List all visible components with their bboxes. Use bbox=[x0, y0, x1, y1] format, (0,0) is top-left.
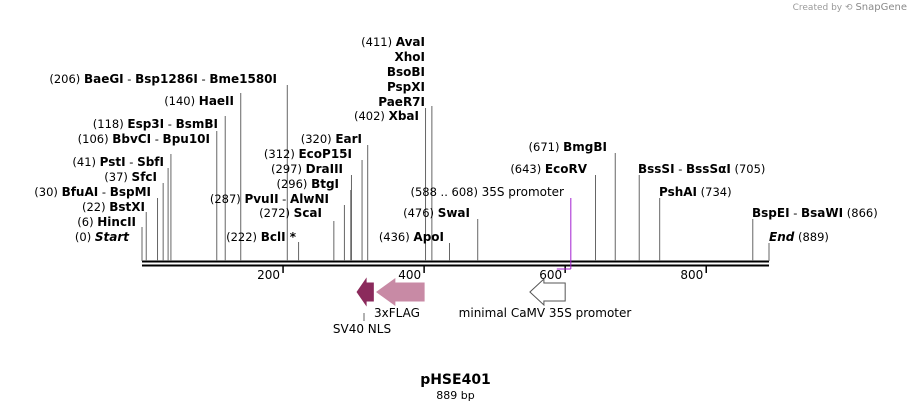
enzyme-label-bmgbi: (671) BmgBI bbox=[529, 140, 607, 154]
promoter-label: (588 .. 608) 35S promoter bbox=[410, 185, 564, 199]
enzyme-label-baegi: (206) BaeGI - Bsp1286I - Bme1580I bbox=[49, 72, 277, 86]
enzyme-label-aval-1: XhoI bbox=[394, 50, 425, 64]
enzyme-label-sfci: (37) SfcI bbox=[104, 170, 157, 184]
enzyme-label-haeii: (140) HaeII bbox=[164, 94, 234, 108]
enzyme-label-bfuai: (30) BfuAI - BspMI bbox=[34, 185, 151, 199]
enzyme-label-pshai: PshAI (734) bbox=[659, 185, 732, 199]
enzyme-label-btgi: (296) BtgI bbox=[276, 177, 339, 191]
feature-arrow-flag bbox=[376, 278, 425, 306]
enzyme-label-ecorv: (643) EcoRV bbox=[510, 162, 587, 176]
enzyme-label-start: (0) Start bbox=[75, 230, 130, 244]
watermark-brand: SnapGene bbox=[855, 2, 907, 13]
feature-arrow-camv bbox=[529, 277, 566, 307]
enzyme-label-bcli: (222) BclI * bbox=[226, 230, 297, 244]
enzyme-label-swai: (476) SwaI bbox=[403, 206, 470, 220]
axis-tick-label: 600 bbox=[539, 268, 562, 282]
enzyme-label-bspei: BspEI - BsaWI (866) bbox=[752, 206, 878, 220]
enzyme-label-scai: (272) ScaI bbox=[259, 206, 322, 220]
axis-tick-label: 800 bbox=[680, 268, 703, 282]
enzyme-label-aval-3: PspXI bbox=[387, 80, 425, 94]
feature-label-sv40: SV40 NLS bbox=[333, 322, 391, 336]
enzyme-label-psti: (41) PstI - SbfI bbox=[72, 155, 164, 169]
enzyme-label-bbvci: (106) BbvCI - Bpu10I bbox=[78, 132, 210, 146]
enzyme-label-aval-0: (411) AvaI bbox=[361, 35, 425, 49]
enzyme-label-draiii: (297) DraIII bbox=[271, 162, 343, 176]
feature-label-flag: 3xFLAG bbox=[374, 306, 420, 320]
enzyme-label-xbai: (402) XbaI bbox=[354, 109, 419, 123]
watermark: Created by ⟲ SnapGene bbox=[793, 2, 907, 13]
enzyme-label-aval-2: BsoBI bbox=[387, 65, 425, 79]
feature-label-camv: minimal CaMV 35S promoter bbox=[459, 306, 632, 320]
enzyme-label-eari: (320) EarI bbox=[301, 132, 362, 146]
enzyme-label-bstxi: (22) BstXI bbox=[82, 200, 145, 214]
axis-tick-label: 400 bbox=[398, 268, 421, 282]
enzyme-label-ecop15i: (312) EcoP15I bbox=[264, 147, 352, 161]
enzyme-label-bsssi: BssSI - BssSαI (705) bbox=[638, 162, 765, 176]
snapgene-logo-icon: ⟲ bbox=[845, 3, 853, 13]
feature-arrow-sv40 bbox=[356, 277, 374, 307]
enzyme-label-apoi: (436) ApoI bbox=[379, 230, 444, 244]
enzyme-label-end: End (889) bbox=[769, 230, 829, 244]
enzyme-label-hincii: (6) HincII bbox=[77, 215, 136, 229]
plasmid-length: 889 bp bbox=[436, 389, 475, 402]
enzyme-label-esp3i: (118) Esp3I - BsmBI bbox=[93, 117, 218, 131]
plasmid-name: pHSE401 bbox=[420, 372, 491, 388]
watermark-created-by: Created by bbox=[792, 3, 843, 13]
enzyme-label-pvuii: (287) PvuII - AlwNI bbox=[210, 192, 329, 206]
enzyme-label-aval-4: PaeR7I bbox=[378, 95, 425, 109]
axis-tick-label: 200 bbox=[257, 268, 280, 282]
